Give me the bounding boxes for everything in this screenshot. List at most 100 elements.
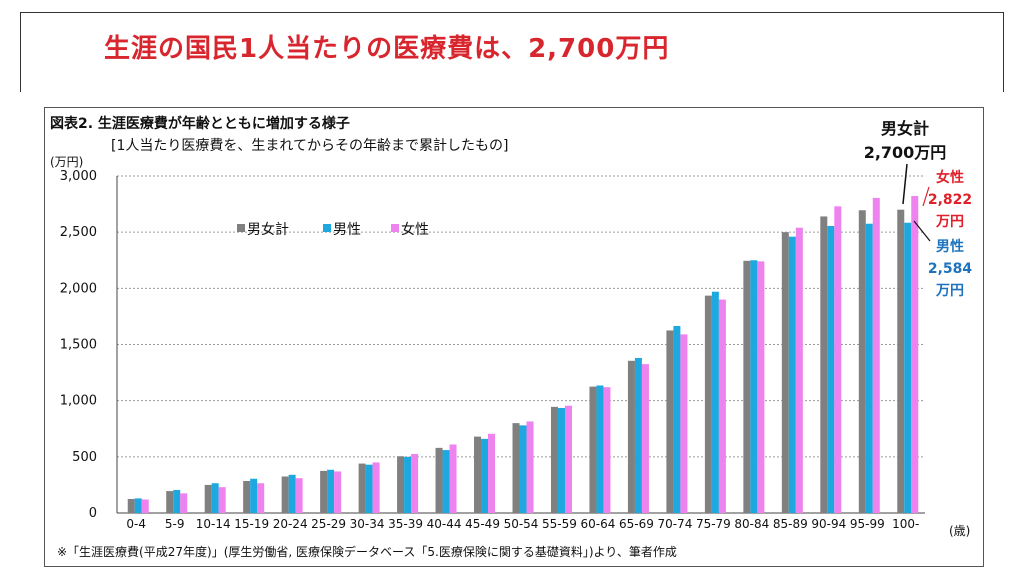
bar-female <box>641 364 649 513</box>
annotation-female: 女性 2,822 万円 <box>922 169 972 230</box>
y-tick-label: 2,000 <box>60 281 97 296</box>
bar-male <box>250 478 258 513</box>
x-tick-label: 15-19 <box>234 517 269 531</box>
bar-male <box>519 425 527 513</box>
y-tick-label: 500 <box>72 450 97 465</box>
bar-total <box>627 360 635 513</box>
x-tick-label: 5-9 <box>165 517 185 531</box>
annotation-male-value: 2,584 <box>928 261 973 277</box>
bar-male <box>557 407 565 513</box>
y-tick-label: 1,500 <box>60 338 97 353</box>
legend: 男女計 男性 女性 <box>237 221 429 238</box>
bar-total <box>512 423 520 513</box>
bar-female <box>680 334 688 513</box>
legend-swatch-female <box>391 224 399 232</box>
bar-total <box>435 447 443 513</box>
bar-total <box>243 480 251 513</box>
bar-female <box>872 197 880 513</box>
bar-male <box>365 464 373 513</box>
bar-total <box>589 386 597 513</box>
annotation-total-label: 男女計 <box>881 119 929 138</box>
x-tick-label: 80-84 <box>734 517 769 531</box>
frame-line-left <box>20 12 21 92</box>
annotation-total-pointer <box>902 163 908 205</box>
bar-total <box>320 470 328 513</box>
bar-total <box>397 456 405 513</box>
bar-male <box>827 225 835 513</box>
legend-swatch-total <box>237 224 245 232</box>
x-tick-label: 0-4 <box>126 517 146 531</box>
bar-total <box>743 260 751 513</box>
y-tick-label: 0 <box>89 506 97 521</box>
frame-line-right <box>1003 12 1004 92</box>
bar-male <box>711 291 719 513</box>
bar-female <box>141 499 149 513</box>
x-tick-label: 30-34 <box>350 517 385 531</box>
bar-female <box>372 462 380 513</box>
x-tick-label: 40-44 <box>427 517 462 531</box>
annotation-female-pointer <box>922 186 930 207</box>
bar-total <box>474 436 482 513</box>
chart-subtitle: [1人当たり医療費を、生まれてからその年齢まで累計したもの] <box>111 137 508 154</box>
legend-label-male: 男性 <box>333 222 361 238</box>
bar-female <box>295 478 303 513</box>
x-tick-label: 35-39 <box>388 517 423 531</box>
y-axis-ticks: 0 500 1,000 1,500 2,000 2,500 3,000 <box>60 169 97 521</box>
bar-male <box>288 474 296 513</box>
bar-female <box>334 471 342 513</box>
bar-total <box>666 330 674 513</box>
bar-female <box>757 261 765 513</box>
bar-total <box>166 491 174 513</box>
annotation-female-label: 女性 <box>936 169 964 186</box>
bar-female <box>218 487 226 513</box>
bar-female <box>911 195 919 513</box>
bar-male <box>404 456 412 513</box>
x-tick-label: 90-94 <box>811 517 846 531</box>
bar-male <box>788 236 796 513</box>
x-tick-label: 95-99 <box>850 517 885 531</box>
x-tick-label: 60-64 <box>581 517 616 531</box>
bar-male <box>173 489 181 513</box>
source-note: ※「生涯医療費(平成27年度)」(厚生労働省, 医療保険データベース「5.医療保… <box>57 544 677 559</box>
y-tick-label: 2,500 <box>60 225 97 240</box>
bar-male <box>596 385 604 513</box>
bar-male <box>904 222 912 514</box>
slide-title: 生涯の国民1人当たりの医療費は、2,700万円 <box>104 34 670 64</box>
bar-total <box>358 463 366 513</box>
x-tick-label: 10-14 <box>196 517 231 531</box>
frame-line-top <box>20 12 1004 13</box>
bar-female <box>564 405 572 513</box>
bar-female <box>834 206 842 513</box>
x-tick-label: 70-74 <box>657 517 692 531</box>
bar-chart: 図表2. 生涯医療費が年齢とともに増加する様子 [1人当たり医療費を、生まれてか… <box>50 115 973 559</box>
y-tick-label: 1,000 <box>60 394 97 409</box>
bar-male <box>750 260 758 513</box>
legend-label-total: 男女計 <box>247 221 289 238</box>
x-tick-label: 100- <box>892 517 919 531</box>
bar-female <box>449 444 457 513</box>
y-axis-unit: (万円) <box>50 155 83 169</box>
bar-male <box>481 438 489 513</box>
annotation-total: 男女計 2,700万円 <box>864 119 946 205</box>
bar-total <box>204 484 212 513</box>
x-axis-ticks: 0-4 5-9 10-14 15-19 20-24 25-29 30-34 35-39 40-4… <box>126 517 919 531</box>
bar-total <box>704 295 712 513</box>
bar-total <box>820 216 828 513</box>
bar-male <box>327 469 335 513</box>
chart-title: 図表2. 生涯医療費が年齢とともに増加する様子 <box>50 115 350 132</box>
bar-female <box>795 227 803 513</box>
bar-total <box>858 210 866 513</box>
annotation-male-label: 男性 <box>936 238 964 255</box>
bar-female <box>526 421 534 513</box>
bar-female <box>718 299 726 513</box>
x-tick-label: 20-24 <box>273 517 308 531</box>
bar-total <box>281 476 289 513</box>
bars-layer <box>127 195 919 514</box>
x-tick-label: 65-69 <box>619 517 654 531</box>
x-tick-label: 85-89 <box>773 517 808 531</box>
annotation-male-unit: 万円 <box>935 283 964 299</box>
chart-panel: 図表2. 生涯医療費が年齢とともに増加する様子 [1人当たり医療費を、生まれてか… <box>44 107 984 567</box>
bar-male <box>442 450 450 513</box>
annotation-female-unit: 万円 <box>935 214 964 230</box>
bar-male <box>865 223 873 513</box>
